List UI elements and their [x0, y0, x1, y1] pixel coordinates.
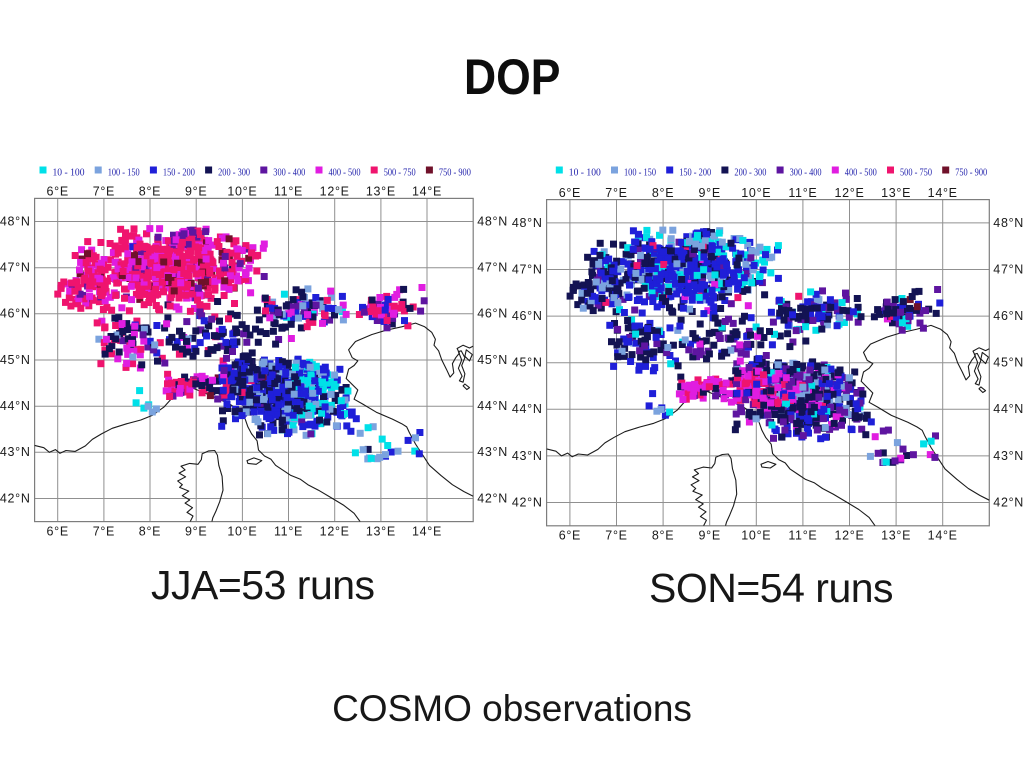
svg-text:300 - 400: 300 - 400: [273, 167, 305, 179]
svg-text:400 - 500: 400 - 500: [845, 167, 877, 179]
svg-text:42°N: 42°N: [477, 491, 508, 505]
svg-text:10 - 100: 10 - 100: [569, 167, 601, 179]
svg-text:46°N: 46°N: [477, 307, 508, 321]
svg-text:47°N: 47°N: [993, 262, 1024, 276]
svg-text:500 - 750: 500 - 750: [384, 167, 416, 179]
svg-text:45°N: 45°N: [0, 353, 31, 367]
svg-text:42°N: 42°N: [512, 495, 543, 509]
svg-text:47°N: 47°N: [0, 261, 31, 275]
svg-text:45°N: 45°N: [993, 356, 1024, 370]
svg-text:45°N: 45°N: [477, 353, 508, 367]
svg-text:48°N: 48°N: [0, 214, 31, 228]
svg-text:14°E: 14°E: [928, 529, 958, 543]
svg-text:12°E: 12°E: [320, 185, 350, 199]
svg-text:47°N: 47°N: [477, 261, 508, 275]
svg-text:10°E: 10°E: [741, 529, 771, 543]
svg-text:6°E: 6°E: [559, 529, 581, 543]
svg-text:44°N: 44°N: [0, 399, 31, 413]
svg-text:46°N: 46°N: [993, 309, 1024, 323]
svg-text:100 - 150: 100 - 150: [624, 167, 656, 179]
svg-text:46°N: 46°N: [0, 307, 31, 321]
svg-text:44°N: 44°N: [512, 402, 543, 416]
svg-text:100 - 150: 100 - 150: [108, 167, 140, 179]
svg-text:7°E: 7°E: [605, 186, 627, 200]
svg-text:10°E: 10°E: [227, 185, 257, 199]
svg-text:43°N: 43°N: [993, 449, 1024, 463]
svg-text:46°N: 46°N: [512, 309, 543, 323]
svg-text:400 - 500: 400 - 500: [329, 167, 361, 179]
svg-text:14°E: 14°E: [412, 185, 442, 199]
svg-text:13°E: 13°E: [366, 185, 396, 199]
svg-text:43°N: 43°N: [512, 449, 543, 463]
svg-text:48°N: 48°N: [512, 216, 543, 230]
svg-text:12°E: 12°E: [834, 529, 864, 543]
svg-text:43°N: 43°N: [477, 445, 508, 459]
svg-text:200 - 300: 200 - 300: [734, 167, 766, 179]
svg-text:47°N: 47°N: [512, 262, 543, 276]
svg-text:7°E: 7°E: [605, 529, 627, 543]
svg-text:12°E: 12°E: [834, 186, 864, 200]
svg-text:44°N: 44°N: [477, 399, 508, 413]
svg-text:9°E: 9°E: [699, 186, 721, 200]
svg-text:11°E: 11°E: [788, 529, 817, 543]
svg-text:750 - 900: 750 - 900: [955, 167, 987, 179]
svg-text:48°N: 48°N: [993, 216, 1024, 230]
svg-text:11°E: 11°E: [274, 185, 303, 199]
svg-text:13°E: 13°E: [881, 529, 911, 543]
svg-text:500 - 750: 500 - 750: [900, 167, 932, 179]
svg-text:7°E: 7°E: [93, 185, 115, 199]
svg-text:750 - 900: 750 - 900: [439, 167, 471, 179]
svg-text:43°N: 43°N: [0, 445, 31, 459]
svg-text:45°N: 45°N: [512, 356, 543, 370]
svg-text:13°E: 13°E: [881, 186, 911, 200]
svg-text:9°E: 9°E: [185, 185, 207, 199]
svg-text:44°N: 44°N: [993, 402, 1024, 416]
svg-text:13°E: 13°E: [366, 524, 396, 538]
svg-text:6°E: 6°E: [47, 185, 69, 199]
svg-text:150 - 200: 150 - 200: [163, 167, 195, 179]
svg-text:9°E: 9°E: [699, 529, 721, 543]
svg-text:42°N: 42°N: [0, 491, 31, 505]
svg-text:48°N: 48°N: [477, 214, 508, 228]
svg-text:300 - 400: 300 - 400: [790, 167, 822, 179]
svg-text:14°E: 14°E: [928, 186, 958, 200]
svg-text:8°E: 8°E: [652, 186, 674, 200]
svg-text:7°E: 7°E: [93, 524, 115, 538]
svg-text:150 - 200: 150 - 200: [679, 167, 711, 179]
svg-text:12°E: 12°E: [320, 524, 350, 538]
svg-text:9°E: 9°E: [185, 524, 207, 538]
svg-text:8°E: 8°E: [139, 524, 161, 538]
svg-text:14°E: 14°E: [412, 524, 442, 538]
svg-text:6°E: 6°E: [559, 186, 581, 200]
svg-text:200 - 300: 200 - 300: [218, 167, 250, 179]
svg-text:10 - 100: 10 - 100: [53, 167, 85, 179]
svg-text:42°N: 42°N: [993, 495, 1024, 509]
svg-text:6°E: 6°E: [47, 524, 69, 538]
svg-text:8°E: 8°E: [139, 185, 161, 199]
svg-text:11°E: 11°E: [788, 186, 817, 200]
svg-text:8°E: 8°E: [652, 529, 674, 543]
svg-text:10°E: 10°E: [741, 186, 771, 200]
svg-text:10°E: 10°E: [227, 524, 257, 538]
svg-text:11°E: 11°E: [274, 524, 303, 538]
